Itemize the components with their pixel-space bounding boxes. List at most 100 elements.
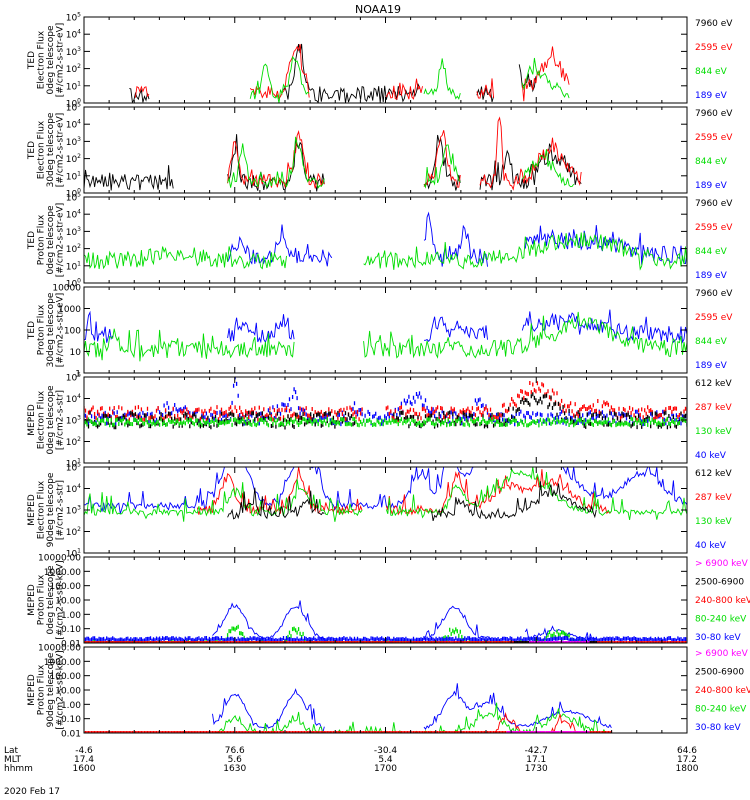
panel-3-ytick-2: 101 bbox=[66, 260, 81, 272]
panel-2-ylabel-line-2: Electron Flux bbox=[37, 120, 47, 179]
footer-mlt-value-4: 17.1 bbox=[526, 755, 546, 765]
panel-7-legend-3: 240-800 keV bbox=[695, 596, 750, 606]
panel-8-legend-5: 30-80 keV bbox=[695, 723, 741, 733]
panel-2-ytick-1: 100 bbox=[66, 188, 81, 200]
series-8-2-green bbox=[212, 702, 612, 733]
panel-8-ytick-7: 10000.00 bbox=[38, 644, 81, 654]
panel-4-legend-2: 2595 eV bbox=[695, 313, 733, 323]
date-label: 2020 Feb 17 bbox=[4, 787, 60, 797]
panel-8-ytick-5: 100.00 bbox=[50, 672, 82, 682]
panel-5-ylabel-line-4: [#/cm2-s-str] bbox=[56, 390, 66, 450]
panel-7-ylabel-line-3: 0deg telescope bbox=[46, 565, 56, 635]
panel-1-ytick-1: 100 bbox=[66, 98, 81, 110]
panel-7-ytick-5: 100.00 bbox=[50, 582, 82, 592]
panel-2: 100 101 102 103 104 105 TED Electron Flux 30deg … bbox=[27, 102, 733, 200]
panel-4-ytick-3: 100 bbox=[64, 327, 81, 337]
footer-mlt-value-3: 5.4 bbox=[378, 755, 393, 765]
series-1-1-black bbox=[129, 43, 537, 103]
panel-8: 0.01 0.10 1.00 10.00 100.00 1000.00 10000.00 ME… bbox=[27, 644, 750, 740]
panel-1-ylabel-line-1: TED bbox=[27, 51, 37, 70]
footer-mlt-value-5: 17.2 bbox=[677, 755, 697, 765]
panel-7-ytick-2: 0.10 bbox=[61, 625, 81, 635]
panel-3-ytick-1: 100 bbox=[66, 278, 81, 290]
panel-6-ytick-2: 102 bbox=[66, 526, 81, 538]
series-2-1-black bbox=[84, 134, 582, 192]
footer-lat-value-5: 64.6 bbox=[677, 746, 697, 756]
panel-3-ylabel-line-1: TED bbox=[27, 231, 37, 250]
panel-1-legend-4: 189 eV bbox=[695, 91, 728, 101]
panel-5: 101 102 103 104 105 MEPED Electron Flux 0deg te… bbox=[27, 372, 732, 470]
footer-hhmm-value-4: 1730 bbox=[525, 764, 548, 774]
panel-3-ytick-4: 103 bbox=[66, 226, 81, 238]
panel-7-legend-4: 80-240 keV bbox=[695, 615, 747, 625]
panel-5-ytick-5: 105 bbox=[66, 372, 81, 384]
footer-hhmm-value-1: 1600 bbox=[73, 764, 96, 774]
panel-8-ytick-2: 0.10 bbox=[61, 715, 81, 725]
panel-2-legend-4: 189 eV bbox=[695, 181, 728, 191]
panel-4-ylabel-line-3: 30deg telescope bbox=[46, 292, 56, 367]
panel-6-ytick-5: 105 bbox=[66, 462, 81, 474]
panel-3-legend-2: 2595 eV bbox=[695, 223, 733, 233]
panel-8-ytick-4: 10.00 bbox=[55, 687, 81, 697]
panel-6-ytick-3: 103 bbox=[66, 505, 81, 517]
panel-1-ylabel-line-4: [#/cm2-s-str-eV] bbox=[56, 23, 66, 98]
panel-2-ytick-5: 104 bbox=[66, 119, 81, 131]
panel-6-legend-3: 130 keV bbox=[695, 517, 732, 527]
panel-1-ylabel-line-2: Electron Flux bbox=[37, 30, 47, 89]
panel-6-legend-4: 40 keV bbox=[695, 541, 727, 551]
footer-mlt-value-2: 5.6 bbox=[228, 755, 243, 765]
series-5-4-green bbox=[84, 416, 687, 428]
panel-4-ylabel-line-1: TED bbox=[27, 321, 37, 340]
panel-8-ylabel-line-2: Proton Flux bbox=[37, 664, 47, 715]
series-4-2-green bbox=[84, 311, 687, 362]
panel-2-legend-2: 2595 eV bbox=[695, 133, 733, 143]
panel-6: 101 102 103 104 105 MEPED Electron Flux 90deg t… bbox=[27, 462, 732, 560]
panel-7-frame bbox=[83, 556, 688, 644]
panel-5-legend-4: 40 keV bbox=[695, 451, 727, 461]
panel-2-ytick-2: 101 bbox=[66, 170, 81, 182]
panel-1-legend-3: 844 eV bbox=[695, 67, 728, 77]
series-2-3-green bbox=[227, 136, 575, 189]
panel-4-legend-3: 844 eV bbox=[695, 337, 728, 347]
panel-3-ylabel-line-4: [#/cm2-s-str-eV] bbox=[56, 203, 66, 278]
panel-6-ylabel-line-2: Electron Flux bbox=[37, 480, 47, 539]
series-3-2-green bbox=[84, 232, 687, 271]
panel-7-ylabel-line-2: Proton Flux bbox=[37, 574, 47, 625]
panel-4-ylabel-line-4: [#/cm2-s-str-eV] bbox=[56, 293, 66, 368]
panel-3-ytick-3: 102 bbox=[66, 243, 81, 255]
chart-title: NOAA19 bbox=[355, 3, 401, 16]
panel-3-legend-1: 7960 eV bbox=[695, 199, 733, 209]
panel-6-legend-2: 287 keV bbox=[695, 493, 732, 503]
panel-7-ytick-1: 0.01 bbox=[61, 640, 81, 650]
panel-8-ytick-1: 0.01 bbox=[61, 730, 81, 740]
panel-7-ytick-6: 1000.00 bbox=[44, 568, 81, 578]
panel-2-ylabel-line-1: TED bbox=[27, 141, 37, 160]
panel-3-legend-3: 844 eV bbox=[695, 247, 728, 257]
panel-8-legend-2: 2500-6900 bbox=[695, 668, 744, 678]
panel-5-ylabel-line-2: Electron Flux bbox=[37, 390, 47, 449]
panel-8-ylabel-line-4: [#/cm2-s-str-keV] bbox=[56, 650, 66, 729]
panel-6-legend-1: 612 keV bbox=[695, 469, 732, 479]
panel-2-ytick-4: 103 bbox=[66, 136, 81, 148]
panel-1-ylabel-line-3: 0deg telescope bbox=[46, 25, 56, 95]
panel-1-legend-2: 2595 eV bbox=[695, 43, 733, 53]
panel-3-ytick-5: 104 bbox=[66, 209, 81, 221]
footer-hhmm-value-2: 1630 bbox=[223, 764, 246, 774]
panel-6-ylabel-line-4: [#/cm2-s-str] bbox=[56, 480, 66, 540]
panel-5-legend-1: 612 keV bbox=[695, 379, 732, 389]
panel-8-frame bbox=[83, 646, 688, 734]
footer-hhmm-value-3: 1700 bbox=[374, 764, 397, 774]
panel-8-ytick-3: 1.00 bbox=[61, 701, 81, 711]
footer-label-lat: Lat bbox=[4, 746, 19, 756]
series-6-1-blue bbox=[84, 467, 687, 514]
footer-lat-value-1: -4.6 bbox=[75, 746, 93, 756]
panel-4-legend-1: 7960 eV bbox=[695, 289, 733, 299]
panel-3-legend-4: 189 eV bbox=[695, 271, 728, 281]
panel-2-legend-1: 7960 eV bbox=[695, 109, 733, 119]
panel-1-ytick-2: 101 bbox=[66, 80, 81, 92]
footer-lat-value-3: -30.4 bbox=[374, 746, 398, 756]
panel-2-frame bbox=[83, 106, 688, 194]
